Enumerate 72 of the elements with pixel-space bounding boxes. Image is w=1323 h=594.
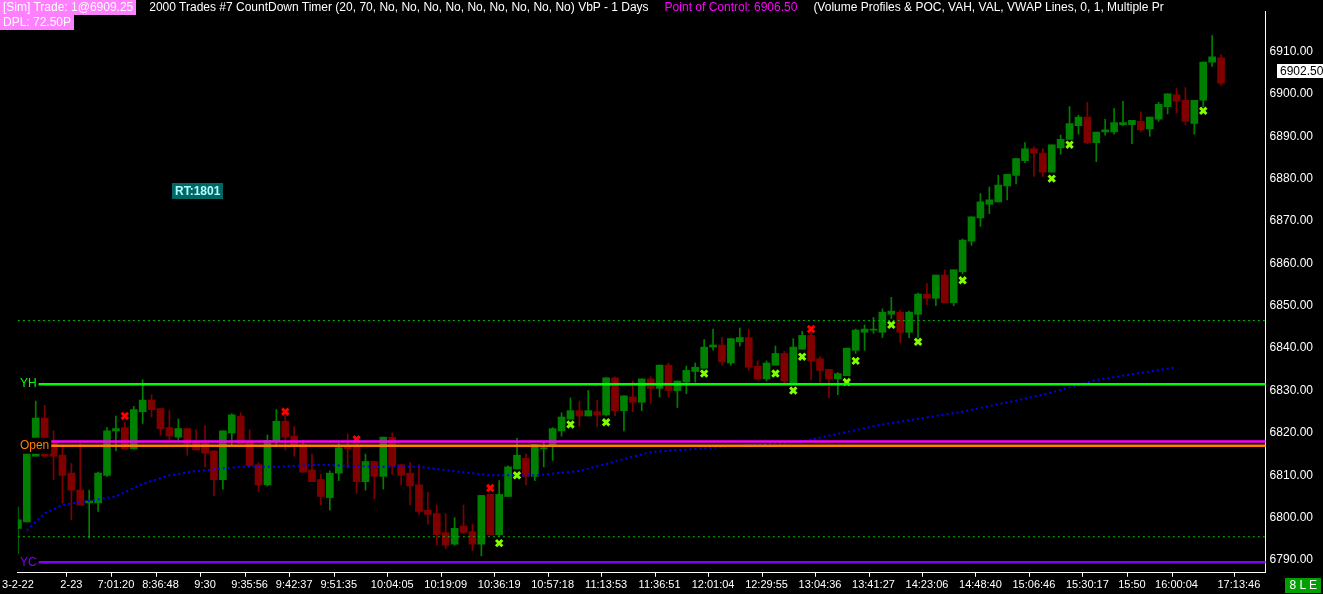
annotation: (Volume Profiles & POC, VAH, VAL, VWAP Lines, 0, 1, Multiple Pr [812,0,1165,15]
y-tick-label: 6820.00 [1269,425,1314,440]
x-tick-label: 17:13:46 [1217,578,1261,591]
point [850,356,861,366]
y-tick-label: 6800.00 [1269,510,1314,525]
candlestick [1208,35,1216,67]
x-tick-label: 3-2-22 [2,578,34,591]
y-tick-label: 6880.00 [1269,170,1314,185]
x-tick-label: 15:50 [1118,578,1146,591]
x-tick-label: 15:30:17 [1065,578,1109,591]
point [280,407,290,417]
x-tick-label: 10:57:18 [531,578,575,591]
x-tick-label: 9:35:56 [231,578,268,591]
point [1047,173,1057,184]
point [957,275,968,286]
annotation: DPL: 72.50P [0,15,75,30]
point [797,351,807,362]
x-tick-label: 9:30 [194,578,216,591]
x-tick-label: 9:51:35 [320,578,358,591]
point [886,320,896,330]
y-tick-label: 6900.00 [1269,86,1314,101]
point [512,470,522,480]
point [1198,106,1208,116]
y-tick-label: 6890.00 [1269,128,1314,143]
x-tick-label: 10:36:19 [477,578,521,591]
x-tick-label: 12:01:04 [691,578,735,591]
y-tick-label: 6790.00 [1269,552,1314,567]
point [1064,140,1075,150]
point [770,368,781,379]
y-tick-label: 6860.00 [1269,255,1314,270]
y-tick-label: 6830.00 [1269,382,1314,397]
x-tick-label: 7:01:20 [97,578,135,591]
x-tick-label: 13:41:27 [852,578,895,591]
annotation: [Sim] Trade: 1@6909.25 [0,0,137,15]
x-tick-label: 13:04:36 [798,578,842,591]
x-tick-label: 2-23 [60,578,83,591]
point [601,417,611,428]
point [120,411,130,421]
point [699,368,709,379]
x-tick-label: 9:42:37 [275,578,313,591]
ref-line-label: YC [19,554,37,569]
x-tick-label: 11:13:53 [585,578,628,591]
candlestick [593,399,602,427]
point [913,337,923,347]
text: 6902.50 [1277,64,1323,78]
annotation: RT:1801 [172,183,224,199]
point [485,483,495,493]
x-tick-label: 11:36:51 [638,578,681,591]
text: 8 L E [1285,578,1321,593]
x-tick-label: 14:48:40 [959,578,1002,591]
x-tick-label: 10:04:05 [370,578,414,591]
y-tick-label: 6910.00 [1269,43,1314,58]
x-tick-label: 12:29:55 [745,578,788,591]
ref-line-label: Open [19,437,50,452]
x-tick-label: 8:36:48 [142,578,179,591]
point [565,419,576,430]
x-tick-label: 15:06:46 [1012,578,1056,591]
point [788,385,798,396]
y-tick-label: 6810.00 [1269,467,1314,482]
y-tick-label: 6850.00 [1269,298,1314,313]
x-tick-label: 14:23:06 [905,578,949,591]
annotation: Point of Control: 6906.50 [663,0,799,15]
ref-line-label: YH [19,376,37,391]
x-tick-label: 16:00:04 [1155,578,1198,591]
x-tick-label: 10:19:09 [424,578,468,591]
candlestick [923,283,931,306]
candlestick [584,390,593,417]
y-tick-label: 6840.00 [1269,340,1314,355]
y-tick-label: 6870.00 [1269,213,1314,228]
point [494,538,504,548]
annotation: 2000 Trades #7 CountDown Timer (20, 70, No, No, No, No, No, No, No, No, No) VbP - 1 Days [148,0,650,15]
point [806,324,816,334]
